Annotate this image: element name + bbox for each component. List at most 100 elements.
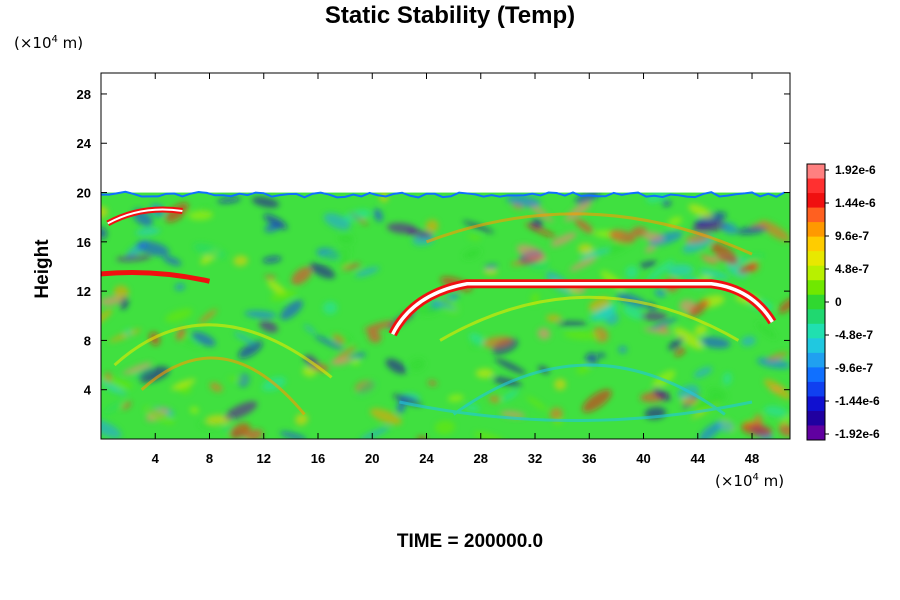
field-blob (227, 376, 248, 382)
field-blob (608, 229, 636, 244)
field-blob (356, 380, 377, 396)
field-blob (224, 401, 258, 420)
field-blob (124, 328, 133, 337)
field-blob (198, 309, 218, 324)
field-blob (174, 283, 186, 291)
field-blob (578, 243, 594, 254)
y-tick-label: 16 (77, 235, 91, 250)
field-blob (363, 320, 395, 332)
field-blob (556, 321, 588, 327)
field-blob (385, 358, 407, 375)
field-blob (323, 213, 351, 230)
field-blob (406, 229, 433, 239)
field-blob (674, 347, 686, 357)
field-blob (392, 394, 423, 406)
colorbar-swatch (807, 222, 825, 238)
field-blob (251, 196, 280, 208)
field-blob (710, 242, 739, 265)
field-blob (162, 255, 182, 266)
empty-region (101, 73, 790, 193)
field-blob (303, 324, 316, 334)
field-blob (262, 256, 282, 264)
field-blob (759, 220, 790, 242)
field-blob (622, 305, 644, 320)
field-arc (399, 400, 753, 422)
field-blob (630, 226, 648, 238)
colorbar-swatch (807, 396, 825, 412)
field-blob (338, 255, 350, 268)
field-blob (302, 366, 317, 377)
field-blob (592, 327, 609, 343)
x-tick-label: 44 (691, 451, 706, 466)
field-blob (447, 394, 464, 403)
field-blob (501, 389, 519, 402)
field-blob (165, 308, 193, 323)
field-blob (549, 407, 563, 421)
field-arc (452, 363, 726, 416)
field-blob (355, 266, 380, 278)
x-tick-label: 12 (257, 451, 271, 466)
field-blob (280, 300, 303, 320)
field-blob (726, 260, 748, 278)
field-blob (319, 249, 352, 259)
colorbar-swatch (807, 367, 825, 383)
x-tick-label: 20 (365, 451, 379, 466)
field-blob (189, 406, 199, 414)
field-blob (101, 419, 122, 439)
x-tick-label: 8 (206, 451, 213, 466)
field-blob (122, 362, 153, 375)
x-tick-label: 40 (636, 451, 650, 466)
field-blob (113, 285, 129, 299)
colorbar-swatch (807, 265, 825, 281)
colorbar-swatch (807, 425, 825, 441)
field-blob (143, 406, 175, 425)
field-blob (578, 248, 610, 260)
y-tick-label: 28 (77, 87, 91, 102)
field-arc (140, 356, 306, 416)
field-blob (338, 233, 354, 245)
field-blob (689, 299, 710, 317)
field-blob (121, 401, 132, 410)
field-blob (138, 366, 170, 383)
colorbar-swatch (807, 381, 825, 397)
field-blob (763, 378, 790, 400)
field-blob (688, 204, 713, 219)
field-blob (332, 334, 345, 345)
field-blob (643, 327, 673, 335)
colorbar-swatch (807, 207, 825, 223)
field-blob (692, 220, 727, 233)
colorbar-swatch (807, 251, 825, 267)
contour-field (101, 73, 790, 439)
field-blob (343, 209, 371, 222)
field-blob (115, 255, 152, 262)
x-axis: 4 8 12 16 20 24 28 32 36 40 44 48 (152, 73, 759, 466)
field-blob (101, 377, 133, 390)
field-arcs (113, 212, 753, 422)
x-tick-label: 16 (311, 451, 325, 466)
colorbar-tick-label: 4.8e-7 (835, 262, 869, 276)
field-blob (425, 219, 439, 233)
colorbar-swatch (807, 309, 825, 325)
field-blob (175, 327, 186, 341)
x-tick-label: 28 (474, 451, 488, 466)
field-blob (698, 422, 721, 439)
field-arc (425, 212, 753, 256)
field-blob (680, 397, 698, 405)
colorbar-tick-label: -9.6e-7 (835, 361, 873, 375)
field-blob (462, 248, 481, 260)
left-layer (101, 269, 211, 284)
colorbar-tick-label: 1.92e-6 (835, 163, 876, 177)
field-blob (429, 300, 458, 310)
field-blob (618, 346, 628, 354)
colorbar-tick-label: -4.8e-7 (835, 328, 873, 342)
field-blob (582, 389, 612, 413)
field-blob (698, 268, 730, 280)
time-label: TIME = 200000.0 (396, 531, 544, 552)
field-blob (722, 372, 732, 386)
field-blob (135, 227, 161, 236)
field-blob (740, 422, 773, 437)
field-blob (244, 429, 264, 439)
field-blob (640, 312, 668, 321)
x-tick-label: 32 (528, 451, 542, 466)
field-blob (270, 289, 297, 301)
